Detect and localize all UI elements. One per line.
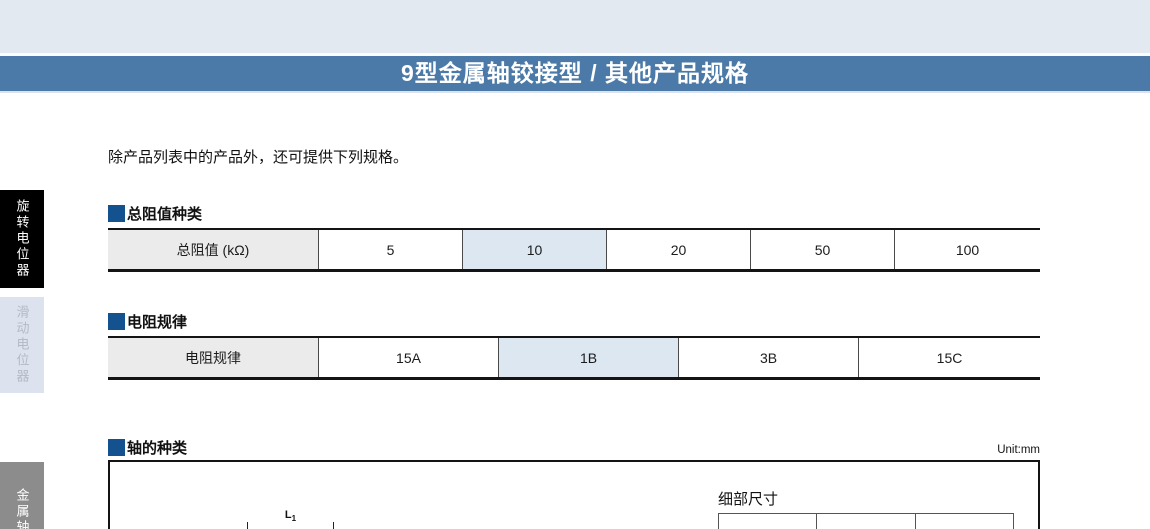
- shaft-types-diagram-box: 细部尺寸 L1: [108, 460, 1040, 529]
- page-top-strip: [0, 0, 1150, 53]
- value-cell-highlighted: 1B: [498, 338, 678, 377]
- detail-dimensions-title: 细部尺寸: [718, 491, 779, 508]
- section-heading-label: 轴的种类: [127, 439, 188, 457]
- section-heading-total-resistance: 总阻值种类: [108, 203, 202, 223]
- section-heading-label: 电阻规律: [127, 313, 188, 331]
- unit-label: Unit:mm: [997, 444, 1040, 456]
- blue-square-bullet-icon: [108, 438, 125, 456]
- value-cell-highlighted: 10: [462, 230, 606, 269]
- value-cell: 15C: [858, 338, 1040, 377]
- sidebar-tab-label: 滑动电位器: [14, 305, 30, 385]
- sidebar-tab-label: 金属轴: [14, 488, 30, 529]
- detail-dimensions-table: [718, 513, 1014, 529]
- value-cell: 50: [750, 230, 894, 269]
- dimension-extension-line: [247, 522, 248, 529]
- row-header-cell: 电阻规律: [108, 338, 318, 377]
- dimension-extension-line: [333, 522, 334, 529]
- sidebar-tab-label: 旋转电位器: [14, 199, 30, 279]
- total-resistance-table: 总阻值 (kΩ) 5 10 20 50 100: [108, 228, 1040, 272]
- page-title: 9型金属轴铰接型 / 其他产品规格: [0, 56, 1150, 91]
- blue-square-bullet-icon: [108, 312, 125, 330]
- detail-table-cell: [816, 514, 915, 529]
- row-header-cell: 总阻值 (kΩ): [108, 230, 318, 269]
- section-heading-resistance-taper: 电阻规律: [108, 311, 187, 331]
- section-heading-label: 总阻值种类: [127, 205, 203, 223]
- blue-square-bullet-icon: [108, 204, 125, 222]
- detail-table-cell: [914, 514, 1013, 529]
- sidebar-tab-rotary-potentiometers[interactable]: 旋转电位器: [0, 190, 44, 288]
- band-gap: [0, 53, 1150, 56]
- intro-text: 除产品列表中的产品外，还可提供下列规格。: [108, 149, 409, 166]
- detail-table-cell: [719, 514, 817, 529]
- sidebar-tab-slide-potentiometers[interactable]: 滑动电位器: [0, 297, 44, 393]
- sidebar-tab-metal-shaft[interactable]: 金属轴: [0, 462, 44, 529]
- dimension-label-l1: L1: [284, 509, 297, 524]
- section-heading-shaft-types: 轴的种类: [108, 437, 187, 457]
- value-cell: 3B: [678, 338, 858, 377]
- value-cell: 100: [894, 230, 1040, 269]
- value-cell: 15A: [318, 338, 498, 377]
- value-cell: 5: [318, 230, 462, 269]
- band-underline: [0, 91, 1150, 93]
- value-cell: 20: [606, 230, 750, 269]
- resistance-taper-table: 电阻规律 15A 1B 3B 15C: [108, 336, 1040, 380]
